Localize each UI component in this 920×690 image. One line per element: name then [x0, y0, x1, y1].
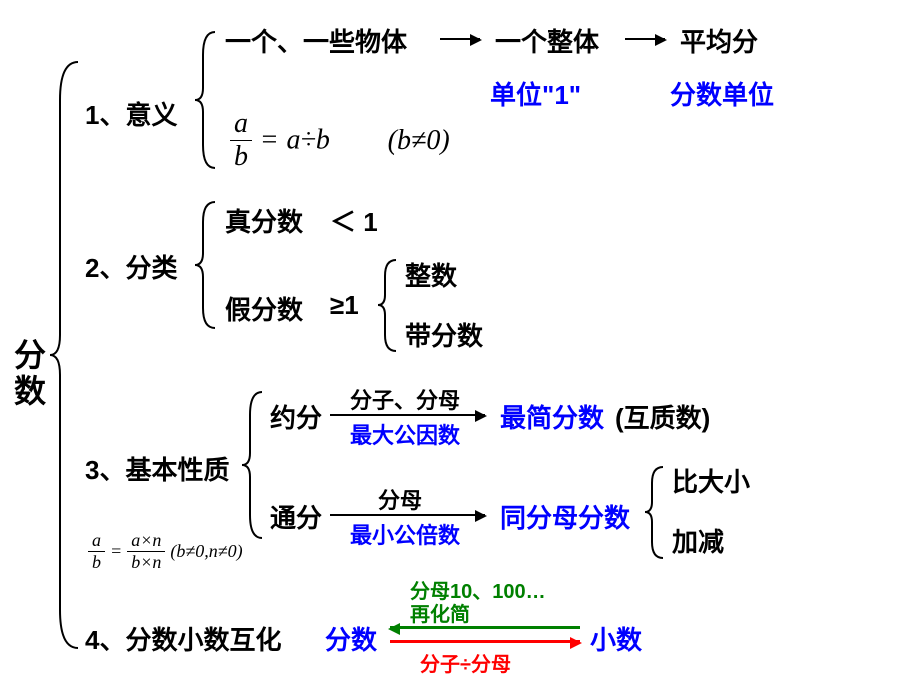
s3-tongfen-sub-a: 比大小 — [672, 462, 750, 499]
s3-tongfen-result: 同分母分数 — [500, 498, 630, 535]
root-label-2: 数 — [14, 366, 46, 412]
s3-fr-den: b×n — [127, 552, 165, 573]
section3-heading: 3、基本性质 — [85, 450, 229, 487]
s3-yuefen-bottom: 最大公因数 — [350, 418, 460, 450]
s2-improper-label: 假分数 — [225, 290, 303, 327]
section2-heading: 2、分类 — [85, 248, 177, 285]
s1-frac: a b — [230, 108, 252, 173]
section1-brace — [195, 30, 217, 170]
s4-top2: 再化简 — [410, 598, 470, 627]
s3-yuefen-arrow — [330, 414, 485, 416]
s1-formula: a b = a÷b (b≠0) — [230, 108, 450, 173]
s1-rhs: a÷b — [286, 125, 329, 156]
s3-fl-den: b — [88, 552, 105, 573]
s3-fl-num: a — [88, 530, 105, 552]
section2-sub-brace — [378, 258, 398, 353]
s1-frac-den: b — [230, 141, 252, 173]
section3-brace — [242, 390, 264, 540]
s3-tongfen-brace — [645, 465, 665, 560]
s1-eq: = — [260, 125, 279, 156]
s1-label-unit2: 分数单位 — [670, 75, 774, 112]
s3-tongfen-sub-b: 加减 — [672, 522, 724, 559]
s3-formula: a b = a×n b×n (b≠0,n≠0) — [88, 530, 243, 573]
s3-yuefen-label: 约分 — [270, 398, 322, 435]
s3-tongfen-bottom: 最小公倍数 — [350, 518, 460, 550]
s3-cond: (b≠0,n≠0) — [170, 541, 242, 561]
s1-cond: (b≠0) — [388, 125, 450, 156]
section4-heading: 4、分数小数互化 — [85, 620, 281, 657]
s3-frac-l: a b — [88, 530, 105, 573]
s1-row1-t3: 平均分 — [680, 22, 758, 59]
s3-fr-num: a×n — [127, 530, 165, 552]
root-brace — [50, 60, 80, 650]
s2-sub-a: 整数 — [405, 256, 457, 293]
s4-right: 小数 — [590, 620, 642, 657]
s2-proper-rel: ＜ 1 — [330, 202, 378, 239]
s1-row1-t1: 一个、一些物体 — [225, 22, 407, 59]
s3-eq: = — [110, 541, 122, 561]
s1-row1-t2: 一个整体 — [495, 22, 599, 59]
s3-yuefen-result: 最简分数 — [500, 398, 604, 435]
s3-yuefen-top: 分子、分母 — [350, 383, 460, 415]
s1-arrow1 — [440, 38, 480, 40]
s3-tongfen-arrow — [330, 514, 485, 516]
section2-brace — [195, 200, 217, 330]
s2-improper-rel: ≥1 — [330, 290, 359, 321]
s3-tongfen-label: 通分 — [270, 498, 322, 535]
s4-bottom: 分子÷分母 — [420, 648, 511, 677]
s3-tongfen-top: 分母 — [378, 483, 422, 515]
s3-yuefen-paren: (互质数) — [615, 398, 710, 435]
s1-arrow2 — [625, 38, 665, 40]
s2-sub-b: 带分数 — [405, 316, 483, 353]
s4-arrow-red — [390, 640, 580, 643]
s3-frac-r: a×n b×n — [127, 530, 165, 573]
s2-proper-label: 真分数 — [225, 202, 303, 239]
s1-frac-num: a — [230, 108, 252, 141]
s4-left: 分数 — [325, 620, 377, 657]
s1-label-unit1: 单位"1" — [490, 75, 581, 112]
section1-heading: 1、意义 — [85, 95, 177, 132]
s4-arrow-green — [390, 626, 580, 629]
